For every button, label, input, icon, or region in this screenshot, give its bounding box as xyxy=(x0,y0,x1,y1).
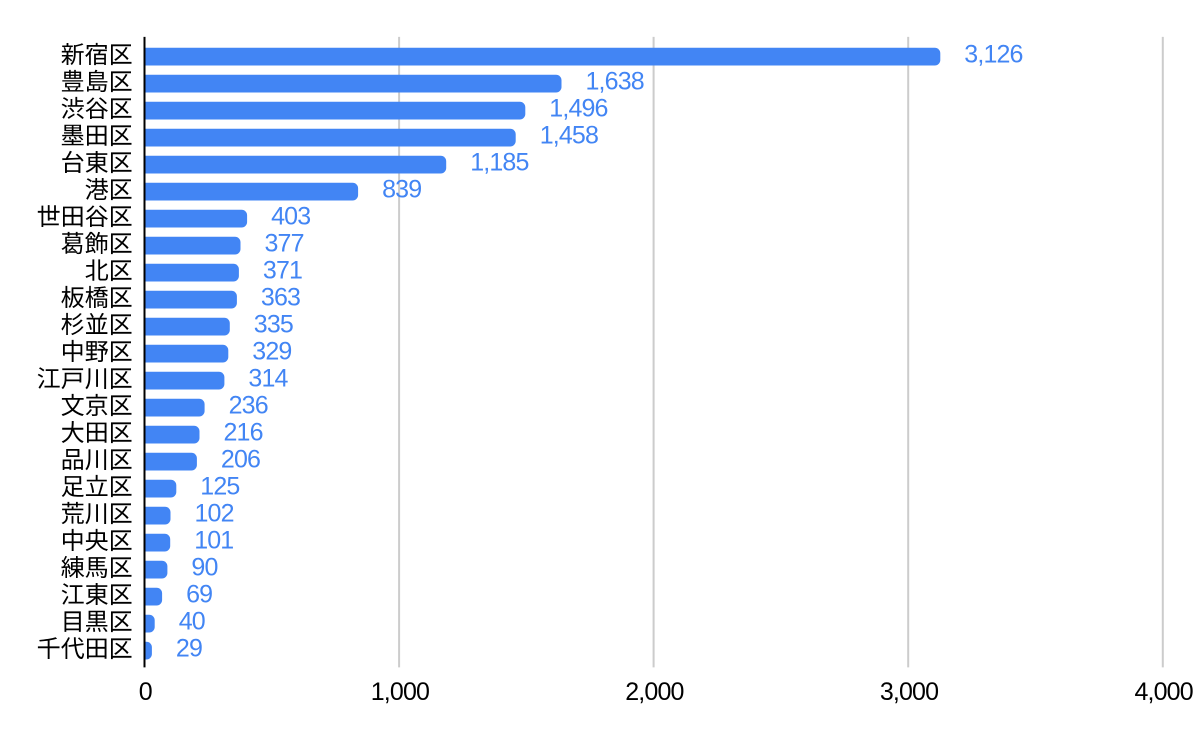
svg-text:0: 0 xyxy=(139,678,152,706)
svg-text:236: 236 xyxy=(229,392,268,420)
svg-text:125: 125 xyxy=(200,473,239,501)
svg-text:403: 403 xyxy=(271,203,310,231)
svg-text:102: 102 xyxy=(195,500,234,528)
svg-text:206: 206 xyxy=(221,446,260,474)
svg-text:69: 69 xyxy=(186,581,212,609)
svg-text:1,000: 1,000 xyxy=(371,678,429,706)
svg-text:329: 329 xyxy=(252,338,291,366)
svg-text:371: 371 xyxy=(263,257,302,285)
svg-text:1,185: 1,185 xyxy=(470,149,528,177)
svg-text:839: 839 xyxy=(382,176,421,204)
svg-text:335: 335 xyxy=(254,311,293,339)
svg-text:101: 101 xyxy=(194,527,233,555)
svg-text:2,000: 2,000 xyxy=(625,678,683,706)
svg-text:29: 29 xyxy=(176,635,202,663)
svg-text:314: 314 xyxy=(248,365,288,393)
svg-text:216: 216 xyxy=(224,419,263,447)
svg-text:1,458: 1,458 xyxy=(540,122,598,150)
svg-text:363: 363 xyxy=(261,284,300,312)
svg-text:4,000: 4,000 xyxy=(1134,678,1192,706)
svg-text:3,126: 3,126 xyxy=(964,41,1022,69)
svg-text:1,638: 1,638 xyxy=(586,68,644,96)
svg-text:3,000: 3,000 xyxy=(880,678,938,706)
svg-text:377: 377 xyxy=(265,230,304,258)
svg-text:40: 40 xyxy=(179,608,205,636)
svg-text:1,496: 1,496 xyxy=(549,95,607,123)
svg-text:90: 90 xyxy=(191,554,217,582)
